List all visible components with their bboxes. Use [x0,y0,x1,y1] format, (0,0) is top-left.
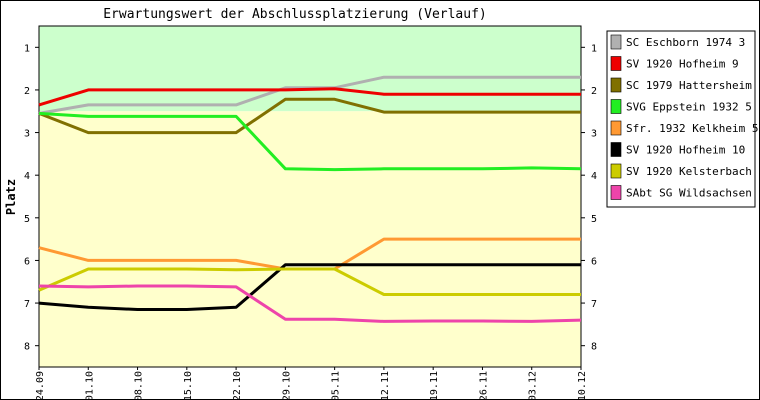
series-line [38,267,581,296]
y-tick-label-left: 6 [24,256,30,267]
legend-swatch [610,185,622,200]
legend-box [606,30,756,208]
legend-swatch [610,34,622,50]
legend-label: SAbt SG Wildsachsen [626,187,752,200]
legend-swatch [610,99,622,114]
y-tick-label-right: 2 [591,86,597,97]
legend: SC Eschborn 1974 3 SV 1920 Hofheim 9 SC 19… [606,30,759,208]
y-tick-label-right: 4 [591,171,597,182]
series-line [38,97,581,135]
x-tick-label: 15.10 [183,371,194,399]
x-tick-label: 05.11 [331,371,342,399]
x-tick-label: 12.11 [380,371,391,399]
legend-swatch [610,142,622,157]
x-tick-label: 26.11 [478,371,489,399]
y-tick-label-right: 7 [591,299,597,310]
x-tick-label: 19.11 [429,371,440,399]
legend-swatch [610,163,622,179]
y-tick-label-left: 5 [24,214,30,225]
plot-area: 1 1 2 2 3 3 4 4 5 5 6 6 7 7 8 8 24.09 01.10 08.10 15.10 22.1… [24,25,597,399]
y-tick-label-left: 4 [24,171,30,182]
y-tick-label-right: 5 [591,214,597,225]
legend-label: SVG Eppstein 1932 5 [626,101,752,114]
y-tick-label-left: 2 [24,86,30,97]
y-tick-label-left: 1 [24,43,30,54]
x-tick-label: 24.09 [35,371,46,399]
legend-swatch [610,77,622,93]
series-line [38,111,582,172]
legend-label: SC Eschborn 1974 3 [626,36,745,49]
chart-title: Erwartungswert der Abschlussplatzierung … [103,7,487,22]
legend-label: SV 1920 Kelsterbach 4 [626,165,759,178]
y-tick-label-left: 8 [24,342,30,353]
plot-frame [38,25,582,368]
legend-label: SV 1920 Hofheim 10 [626,144,745,157]
series-line [38,284,582,323]
x-tick-label: 01.10 [84,371,95,399]
y-tick-label-right: 6 [591,256,597,267]
x-tick-label: 10.12 [577,371,588,399]
legend-label: SC 1979 Hattersheim 4 [626,79,759,92]
x-tick-label: 29.10 [281,371,292,399]
series-line [38,263,581,311]
y-axis-label: Platz [4,179,18,215]
x-tick-label: 08.10 [134,371,145,399]
series-line [38,87,581,107]
x-tick-label: 22.10 [232,371,243,399]
y-tick-label-right: 8 [591,342,597,353]
y-tick-label-left: 7 [24,299,30,310]
legend-label: Sfr. 1932 Kelkheim 5 [626,122,758,135]
legend-label: SV 1920 Hofheim 9 [626,58,739,71]
legend-swatch [610,56,622,71]
y-tick-label-right: 3 [591,129,597,140]
background-band [39,26,581,112]
y-tick-label-left: 3 [24,129,30,140]
y-tick-label-right: 1 [591,43,597,54]
x-tick-label: 03.12 [528,371,539,399]
legend-swatch [610,120,622,136]
